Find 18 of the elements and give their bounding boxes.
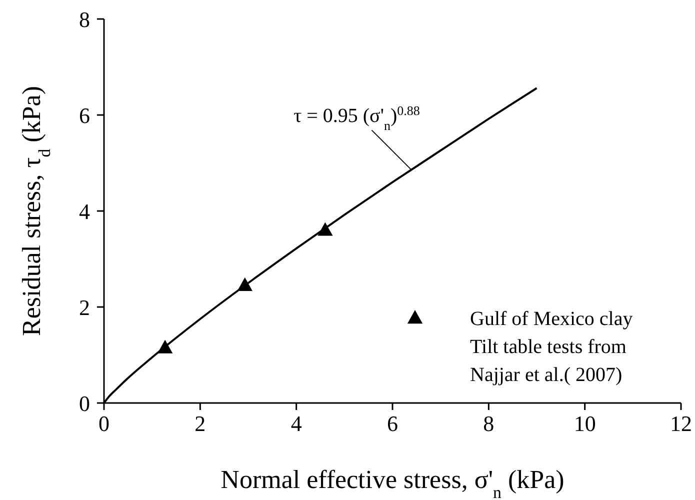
y-tick-label: 8: [79, 7, 90, 32]
point: [237, 277, 252, 291]
legend-label: Gulf of Mexico clay Tilt table tests from Najjar et al.( 2007): [470, 308, 633, 386]
point: [157, 340, 173, 354]
x-tick-label: 4: [290, 411, 302, 436]
x-tick-label: 10: [574, 411, 596, 436]
x-tick-label: 8: [483, 411, 494, 436]
annotation: τ = 0.95 (σ'$_{n}$)$^{0.88}$: [294, 102, 420, 133]
y-tick-label: 4: [79, 199, 90, 224]
x-tick-label: 2: [194, 411, 206, 436]
y-tick-label: 0: [79, 391, 90, 416]
x-tick-label: 6: [387, 411, 398, 436]
y-tick-label: 2: [79, 295, 90, 320]
point: [318, 222, 333, 236]
y-tick-label: 6: [79, 103, 90, 128]
x-axis-title: Normal effective stress, σ'$_{n}$ (kPa): [220, 465, 564, 500]
x-tick-label: 12: [670, 411, 692, 436]
x-tick-label: 0: [98, 411, 110, 436]
